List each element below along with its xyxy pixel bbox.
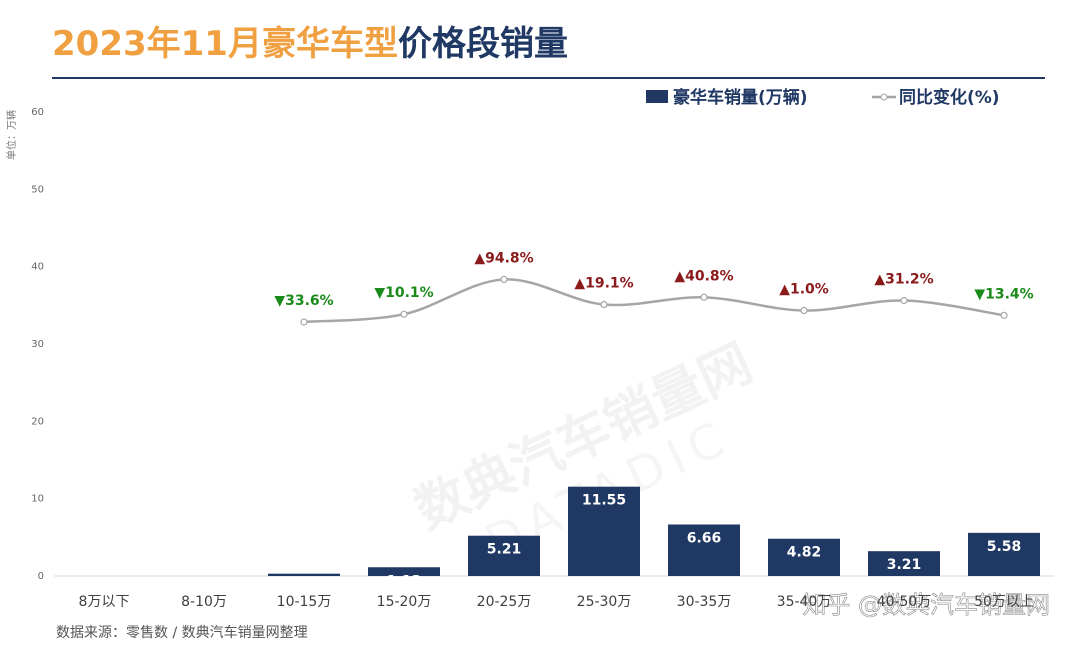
y-tick-label: 0 <box>38 571 44 582</box>
legend-marker <box>880 93 888 101</box>
line-value-label: ▲31.2% <box>874 272 933 288</box>
x-tick-label: 35-40万 <box>777 594 832 610</box>
line-value-label: ▲1.0% <box>779 282 829 298</box>
x-tick-label: 20-25万 <box>477 594 532 610</box>
line-marker <box>900 296 908 305</box>
line-marker <box>400 310 408 318</box>
bar-value-label: 5.21 <box>487 542 522 558</box>
line-marker <box>700 293 708 301</box>
y-tick-label: 40 <box>31 262 44 273</box>
bar-value-label: 4.82 <box>787 545 822 561</box>
line-marker <box>300 318 308 326</box>
bar-value-label: 11.55 <box>582 493 626 509</box>
line-marker <box>800 306 808 315</box>
y-tick-label: 50 <box>31 184 44 195</box>
x-tick-label: 25-30万 <box>577 594 632 610</box>
y-tick-label: 10 <box>31 494 44 505</box>
bar <box>768 538 840 576</box>
title-highlight: 2023年11月豪华车型 <box>52 24 398 64</box>
source-note: 数据来源：零售数 / 数典汽车销量网整理 <box>56 624 308 641</box>
line-marker <box>600 300 608 309</box>
y-tick-label: 20 <box>31 416 44 427</box>
bar <box>468 535 540 576</box>
trend-line <box>303 278 1005 324</box>
line-value-label: ▼10.1% <box>374 285 433 301</box>
bar <box>568 486 640 576</box>
legend-swatch <box>646 90 668 103</box>
x-tick-label: 10-15万 <box>277 594 332 610</box>
y-axis-label: 单位：万辆 <box>5 110 18 160</box>
line-value-label: ▲94.8% <box>474 250 533 266</box>
x-tick-label: 30-35万 <box>677 594 732 610</box>
bar <box>368 567 440 576</box>
y-tick-label: 30 <box>31 339 44 350</box>
chart-title: 2023年11月豪华车型价格段销量 <box>52 24 568 64</box>
line-value-label: ▲40.8% <box>674 268 733 284</box>
bar-value-label: 0.3 <box>292 580 317 596</box>
y-tick-label: 60 <box>31 107 44 118</box>
line-value-label: ▼33.6% <box>274 293 333 309</box>
line-marker <box>1000 311 1008 319</box>
line-value-label: ▼13.4% <box>974 286 1033 302</box>
watermark: 知乎 @数典汽车销量网 <box>802 591 1050 619</box>
line-value-label: ▲19.1% <box>574 276 633 292</box>
title-rest: 价格段销量 <box>398 24 568 64</box>
x-tick-label: 8万以下 <box>79 594 130 610</box>
bar-value-label: 1.13 <box>387 573 422 589</box>
bar <box>868 551 940 576</box>
bar <box>268 573 340 576</box>
x-tick-label: 40-50万 <box>877 594 932 610</box>
x-tick-label: 50万以上 <box>974 594 1034 610</box>
bar <box>968 532 1040 576</box>
bar-value-label: 5.58 <box>987 539 1022 555</box>
legend-label: 豪华车销量(万辆) <box>673 87 808 108</box>
bar-value-label: 3.21 <box>887 557 922 573</box>
x-tick-label: 15-20万 <box>377 594 432 610</box>
line-marker <box>500 275 508 284</box>
x-tick-label: 8-10万 <box>181 594 227 610</box>
bar-value-label: 6.66 <box>687 530 722 546</box>
bar <box>668 524 740 576</box>
legend-label: 同比变化(%) <box>899 87 1000 108</box>
